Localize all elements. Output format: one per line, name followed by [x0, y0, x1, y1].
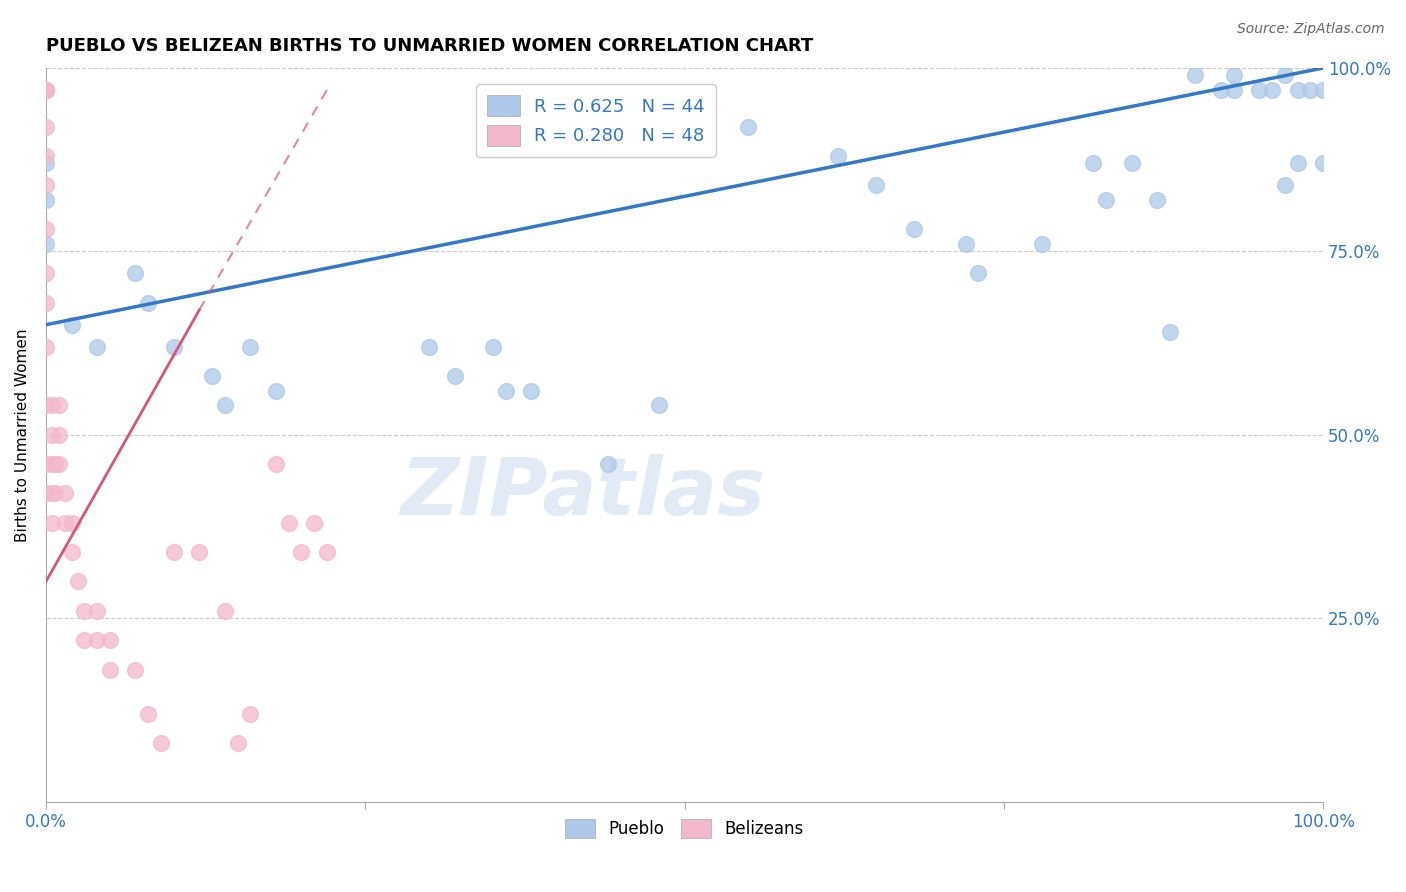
Point: [35, 149, 58, 163]
Point: [1274, 178, 1296, 193]
Point: [35, 83, 58, 97]
Point: [214, 399, 236, 413]
Point: [188, 545, 211, 559]
Point: [73, 633, 96, 648]
Point: [35, 193, 58, 207]
Point: [163, 340, 186, 354]
Point: [35, 295, 58, 310]
Point: [418, 340, 440, 354]
Point: [648, 399, 671, 413]
Point: [239, 340, 262, 354]
Point: [53, 486, 76, 500]
Point: [967, 266, 990, 280]
Point: [35, 120, 58, 134]
Point: [41, 486, 63, 500]
Point: [1274, 68, 1296, 82]
Point: [35, 486, 58, 500]
Point: [35, 340, 58, 354]
Point: [290, 545, 312, 559]
Point: [66, 574, 89, 589]
Point: [214, 604, 236, 618]
Point: [124, 266, 146, 280]
Text: PUEBLO VS BELIZEAN BIRTHS TO UNMARRIED WOMEN CORRELATION CHART: PUEBLO VS BELIZEAN BIRTHS TO UNMARRIED W…: [46, 37, 813, 55]
Point: [53, 516, 76, 530]
Point: [264, 457, 287, 471]
Point: [60, 516, 83, 530]
Point: [264, 384, 287, 398]
Text: ZIPatlas: ZIPatlas: [399, 454, 765, 533]
Point: [903, 222, 925, 236]
Point: [35, 83, 58, 97]
Point: [1286, 156, 1309, 170]
Point: [239, 706, 262, 721]
Point: [35, 83, 58, 97]
Point: [1031, 237, 1053, 252]
Point: [1286, 83, 1309, 97]
Y-axis label: Births to Unmarried Women: Births to Unmarried Women: [15, 328, 30, 541]
Point: [41, 427, 63, 442]
Point: [35, 399, 58, 413]
Point: [98, 663, 121, 677]
Point: [955, 237, 977, 252]
Point: [48, 427, 70, 442]
Point: [482, 340, 505, 354]
Point: [86, 340, 108, 354]
Point: [1312, 156, 1334, 170]
Point: [35, 156, 58, 170]
Point: [1249, 83, 1271, 97]
Point: [48, 399, 70, 413]
Point: [44, 457, 66, 471]
Point: [35, 457, 58, 471]
Point: [1209, 83, 1232, 97]
Text: Source: ZipAtlas.com: Source: ZipAtlas.com: [1237, 22, 1385, 37]
Point: [226, 736, 249, 750]
Point: [35, 237, 58, 252]
Point: [1146, 193, 1168, 207]
Point: [316, 545, 339, 559]
Point: [86, 604, 108, 618]
Point: [41, 399, 63, 413]
Point: [1159, 325, 1181, 339]
Point: [35, 222, 58, 236]
Point: [149, 736, 172, 750]
Point: [44, 486, 66, 500]
Point: [1222, 68, 1244, 82]
Point: [1095, 193, 1118, 207]
Point: [277, 516, 299, 530]
Point: [443, 369, 465, 384]
Point: [495, 384, 517, 398]
Point: [865, 178, 887, 193]
Point: [41, 516, 63, 530]
Point: [136, 706, 159, 721]
Point: [163, 545, 186, 559]
Point: [737, 120, 759, 134]
Point: [48, 457, 70, 471]
Point: [60, 318, 83, 332]
Point: [98, 633, 121, 648]
Point: [124, 663, 146, 677]
Point: [35, 178, 58, 193]
Point: [1261, 83, 1284, 97]
Point: [1184, 68, 1206, 82]
Point: [86, 633, 108, 648]
Point: [1222, 83, 1244, 97]
Point: [520, 384, 543, 398]
Point: [827, 149, 849, 163]
Legend: Pueblo, Belizeans: Pueblo, Belizeans: [558, 812, 810, 845]
Point: [35, 83, 58, 97]
Point: [201, 369, 224, 384]
Point: [1312, 83, 1334, 97]
Point: [1121, 156, 1143, 170]
Point: [41, 457, 63, 471]
Point: [73, 604, 96, 618]
Point: [35, 266, 58, 280]
Point: [302, 516, 325, 530]
Point: [1083, 156, 1105, 170]
Point: [1299, 83, 1322, 97]
Point: [136, 295, 159, 310]
Point: [596, 457, 619, 471]
Point: [60, 545, 83, 559]
